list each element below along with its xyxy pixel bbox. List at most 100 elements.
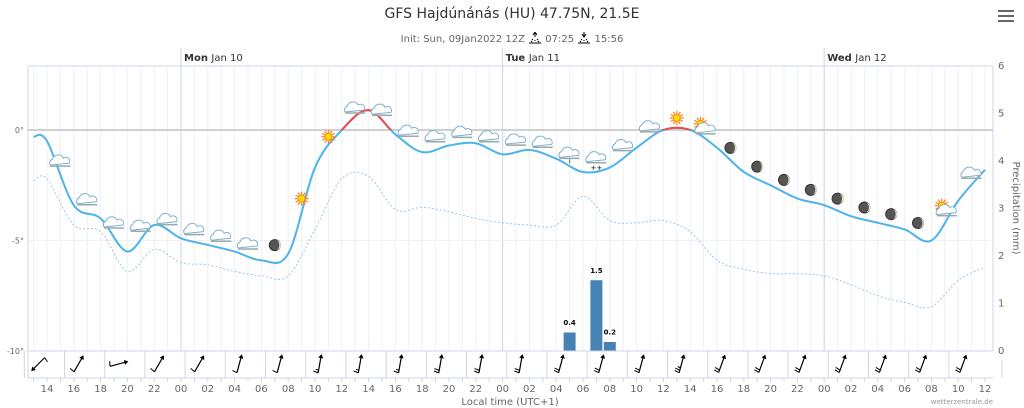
x-tick-label: 04	[228, 384, 241, 395]
wind-barb-icon	[955, 354, 968, 373]
wind-barb-icon	[109, 360, 129, 367]
precipitation-label: 0.4	[563, 319, 576, 327]
wind-barb-feather	[190, 368, 195, 373]
wind-barb-arrow	[79, 355, 84, 361]
wind-barb-icon	[150, 355, 165, 373]
wind-barb-arrow	[238, 354, 244, 359]
wind-barb-arrow	[882, 354, 887, 360]
moon-icon	[858, 201, 871, 214]
x-tick-label: 20	[443, 384, 456, 395]
wind-barb-feather	[109, 361, 111, 367]
wind-barb-feather	[915, 369, 920, 373]
x-tick-label: 18	[94, 384, 107, 395]
wind-barb-arrow	[123, 360, 129, 365]
wind-barb-arrow	[199, 355, 205, 361]
wind-barb-arrow	[962, 354, 968, 360]
sun-ray	[329, 130, 333, 134]
cloud-shape	[344, 101, 366, 113]
x-tick-label: 02	[523, 384, 536, 395]
x-tick-label: 08	[925, 384, 938, 395]
wind-barb-feather	[874, 369, 880, 373]
day-date: Jan 11	[528, 53, 560, 64]
sun-ray	[694, 125, 698, 128]
wind-barb-feather	[593, 369, 599, 374]
y-right-tick-label: 4	[998, 156, 1004, 167]
cloud-icon	[451, 125, 473, 139]
sun-ray	[324, 139, 327, 144]
cloud-icon	[102, 216, 124, 229]
cloud-shape	[612, 138, 634, 151]
chart-title: GFS Hajdúnánás (HU) 47.75N, 21.5E	[384, 6, 640, 22]
wind-barb-feather	[353, 370, 359, 374]
moon-crescent	[919, 217, 924, 228]
wind-barb-icon	[272, 354, 284, 374]
wind-barb-half-feather	[677, 366, 681, 369]
sunrise-time: 07:25	[545, 34, 575, 45]
wind-barb-feather	[795, 367, 801, 371]
sun-ray	[678, 111, 681, 115]
x-tick-label: 18	[416, 384, 429, 395]
wind-barb-icon	[634, 354, 646, 374]
x-tick-label: 00	[818, 384, 831, 395]
wind-barb-arrow	[358, 354, 364, 359]
sun-ray	[670, 119, 674, 123]
sun-ray	[679, 113, 684, 117]
x-tick-label: 16	[711, 384, 724, 395]
snow-flake	[597, 165, 602, 170]
cloud-shape	[370, 103, 392, 115]
cloud-shape	[504, 133, 526, 145]
wind-barb-icon	[593, 354, 606, 374]
sun-ray	[943, 199, 946, 203]
x-tick-label: 10	[952, 384, 965, 395]
cloud-icon	[49, 154, 71, 167]
cloud-icon	[210, 229, 232, 242]
snow-flake	[591, 165, 596, 170]
sun-icon	[669, 111, 684, 125]
wind-barb-arrow	[398, 354, 404, 359]
x-tick-label: 14	[362, 384, 375, 395]
cloud-icon	[156, 213, 178, 226]
x-tick-label: 00	[175, 384, 188, 395]
cloud-icon	[504, 133, 526, 146]
wind-barb-icon	[714, 354, 727, 373]
wind-barb-icon	[69, 355, 84, 373]
wind-barb-arrow	[680, 354, 686, 359]
wind-barb-icon	[393, 354, 404, 374]
cloud-icon	[344, 101, 366, 114]
x-tick-label: 06	[577, 384, 590, 395]
x-tick-label: 14	[41, 384, 54, 395]
precipitation-bar	[602, 341, 617, 352]
sun-ray	[295, 194, 299, 198]
moon-crescent	[758, 161, 764, 172]
wind-barb-feather	[835, 367, 841, 371]
moon-icon	[724, 141, 737, 154]
wind-barb-icon	[31, 357, 48, 372]
sun-disc	[324, 132, 333, 141]
sun-ray	[295, 200, 299, 203]
sun-ray	[935, 207, 939, 210]
credit-text: wetterzentrale.de	[931, 398, 993, 406]
cloud-icon	[236, 237, 258, 250]
wind-barb-feather	[514, 370, 520, 374]
wind-barb-arrow	[560, 354, 565, 359]
sunrise-icon	[529, 31, 542, 44]
sun-ray	[672, 121, 676, 125]
hamburger-menu-icon[interactable]	[998, 10, 1014, 24]
sun-ray	[935, 201, 939, 205]
wind-barb-icon	[754, 354, 767, 373]
cloud-shape	[156, 213, 178, 225]
sun-cloud-icon	[693, 116, 716, 135]
moon-crescent	[838, 193, 844, 204]
moon-crescent	[731, 142, 737, 153]
wind-barb-feather	[714, 367, 720, 371]
x-tick-label: 22	[148, 384, 161, 395]
y-right-tick-label: 0	[998, 346, 1004, 357]
wind-barb-arrow	[761, 354, 767, 360]
wind-barb-arrow	[600, 354, 606, 359]
wind-barb-icon	[353, 354, 364, 374]
sun-ray	[696, 117, 700, 121]
cloud-icon	[129, 219, 151, 233]
sun-ray	[702, 117, 705, 121]
sun-ray	[703, 119, 707, 123]
wind-barb-arrow	[479, 354, 485, 359]
